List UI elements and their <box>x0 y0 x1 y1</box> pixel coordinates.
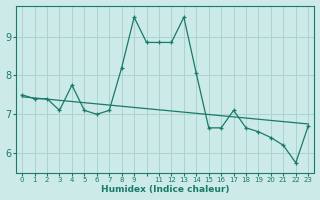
X-axis label: Humidex (Indice chaleur): Humidex (Indice chaleur) <box>101 185 229 194</box>
